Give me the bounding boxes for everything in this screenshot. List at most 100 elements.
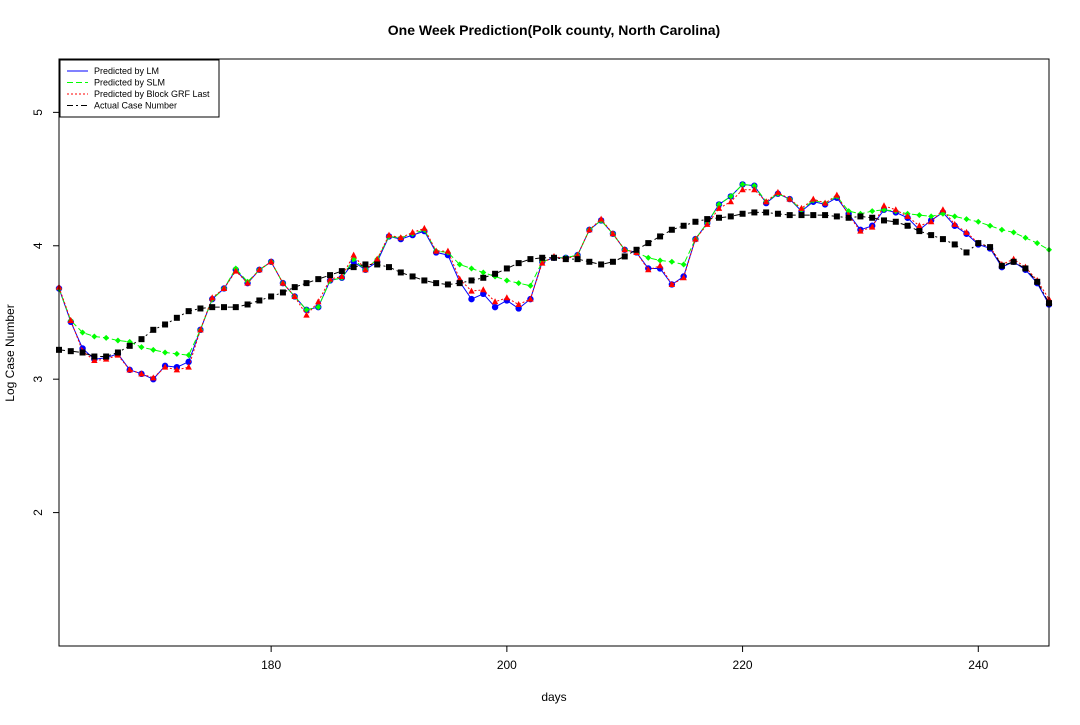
data-point: [409, 228, 416, 235]
data-point: [480, 274, 487, 281]
data-point: [645, 240, 652, 247]
axes-layer: 180 200 220 240 2 3 4 5: [31, 58, 1050, 672]
data-point: [1034, 278, 1041, 285]
data-point: [150, 374, 157, 381]
x-tick-label: 240: [968, 658, 988, 672]
data-point: [444, 281, 451, 288]
data-point: [586, 258, 593, 265]
data-point: [126, 342, 133, 349]
data-point: [657, 233, 664, 240]
data-point: [515, 300, 522, 307]
data-point: [327, 272, 334, 279]
y-tick-label: 3: [31, 376, 45, 383]
x-axis-label: days: [541, 690, 566, 704]
data-point: [232, 304, 239, 311]
data-point: [574, 251, 581, 258]
data-point: [1010, 229, 1017, 236]
data-point: [291, 284, 298, 291]
data-point: [716, 201, 722, 208]
data-point: [739, 181, 746, 188]
data-point: [409, 273, 416, 280]
data-point: [963, 216, 970, 223]
data-point: [680, 222, 687, 229]
data-point: [268, 293, 275, 300]
data-point: [951, 213, 958, 220]
data-point: [987, 222, 994, 229]
data-point: [503, 277, 510, 284]
data-point: [527, 282, 534, 289]
data-point: [503, 265, 510, 272]
data-point: [586, 226, 593, 233]
data-point: [326, 275, 334, 282]
data-point: [185, 358, 192, 366]
data-point: [138, 336, 145, 343]
data-point: [221, 304, 227, 311]
data-point: [963, 249, 970, 256]
data-point: [468, 295, 475, 303]
data-point: [539, 254, 546, 261]
data-point: [244, 301, 251, 308]
data-point: [386, 264, 392, 271]
data-point: [951, 220, 958, 227]
data-point: [939, 206, 947, 213]
data-point: [197, 326, 204, 333]
data-point: [515, 280, 522, 287]
legend-label: Actual Case Number: [94, 101, 177, 111]
data-point: [727, 198, 734, 205]
data-point: [704, 220, 711, 227]
data-point: [362, 266, 369, 273]
data-point: [810, 195, 817, 202]
data-point: [173, 350, 180, 357]
data-point: [185, 308, 192, 315]
data-point: [315, 276, 322, 283]
data-point: [609, 230, 617, 237]
data-point: [338, 272, 346, 279]
data-point: [79, 349, 86, 356]
data-point: [173, 314, 180, 321]
data-point: [810, 212, 817, 219]
data-point: [67, 316, 74, 323]
data-point: [173, 366, 181, 373]
x-tick-label: 200: [497, 658, 517, 672]
data-point: [927, 218, 935, 225]
x-tick-label: 180: [261, 658, 281, 672]
data-point: [114, 349, 121, 356]
data-point: [91, 333, 98, 340]
data-point: [491, 298, 499, 305]
data-point: [539, 259, 546, 266]
data-point: [987, 244, 994, 251]
data-point: [621, 253, 628, 260]
data-point: [786, 212, 793, 219]
data-point: [103, 334, 110, 341]
data-point: [668, 258, 675, 265]
data-point: [751, 209, 758, 216]
data-point: [645, 254, 652, 261]
y-tick-label: 5: [31, 109, 45, 116]
data-point: [574, 256, 581, 263]
data-point: [609, 258, 616, 265]
data-point: [150, 326, 157, 333]
data-point: [598, 261, 605, 268]
series-0: [55, 181, 1053, 383]
data-point: [468, 287, 475, 294]
data-point: [774, 188, 782, 195]
data-point: [904, 222, 911, 229]
data-point: [256, 297, 263, 304]
data-point: [892, 206, 899, 213]
data-point: [456, 261, 463, 268]
y-tick-label: 2: [31, 509, 45, 516]
data-point: [869, 223, 876, 230]
data-point: [975, 240, 982, 247]
data-point: [421, 277, 428, 284]
data-point: [91, 353, 98, 360]
legend: Predicted by LM Predicted by SLMPredicted…: [59, 59, 220, 118]
data-point: [1010, 258, 1017, 265]
data-point: [880, 202, 888, 209]
data-point: [350, 251, 357, 258]
data-point: [67, 348, 74, 355]
series-line: [58, 183, 1050, 380]
data-point: [692, 235, 699, 242]
data-point: [468, 277, 475, 284]
data-point: [621, 246, 628, 253]
